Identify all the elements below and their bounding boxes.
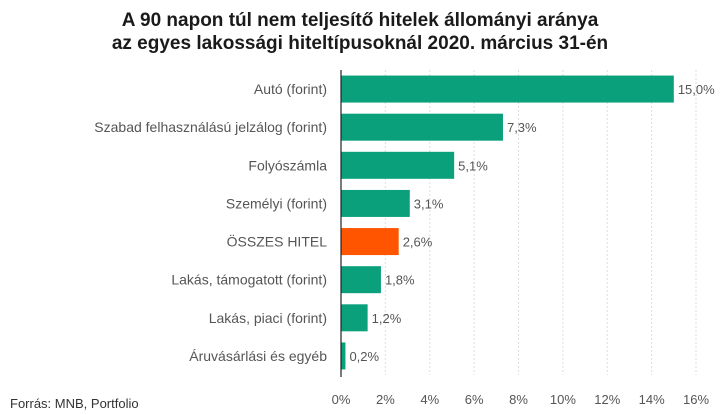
category-label: Lakás, piaci (forint): [209, 310, 327, 326]
x-tick-label: 14%: [639, 392, 665, 407]
data-label: 3,1%: [414, 196, 444, 211]
bar: [341, 304, 368, 332]
category-label: Autó (forint): [254, 81, 327, 97]
x-tick-label: 4%: [420, 392, 439, 407]
category-label: Szabad felhasználású jelzálog (forint): [94, 119, 327, 135]
bar: [341, 266, 381, 294]
chart-title-line1: A 90 napon túl nem teljesítő hitelek áll…: [121, 10, 599, 31]
data-label: 15,0%: [678, 82, 715, 97]
bar: [341, 75, 674, 103]
data-label: 2,6%: [403, 235, 433, 250]
bar: [341, 151, 455, 179]
data-label: 0,2%: [349, 349, 379, 364]
chart-title-line2: az egyes lakossági hiteltípusoknál 2020.…: [111, 33, 609, 54]
data-label: 1,8%: [385, 273, 415, 288]
x-tick-label: 8%: [509, 392, 528, 407]
data-label: 1,2%: [372, 311, 402, 326]
bar: [341, 189, 410, 217]
x-tick-label: 12%: [594, 392, 620, 407]
x-tick-label: 10%: [550, 392, 576, 407]
x-tick-label: 2%: [376, 392, 395, 407]
category-label: Áruvásárlási és egyéb: [189, 348, 327, 364]
category-label: ÖSSZES HITEL: [227, 233, 328, 250]
bar: [341, 228, 399, 256]
x-tick-label: 16%: [683, 392, 709, 407]
source-note: Forrás: MNB, Portfolio: [10, 396, 139, 411]
bar: [341, 113, 503, 141]
data-label: 5,1%: [458, 158, 488, 173]
category-label: Folyószámla: [248, 157, 327, 173]
category-label: Személyi (forint): [226, 195, 327, 211]
x-tick-label: 6%: [465, 392, 484, 407]
category-label: Lakás, támogatott (forint): [171, 272, 327, 288]
bar: [341, 342, 346, 370]
data-label: 7,3%: [507, 120, 537, 135]
x-tick-label: 0%: [332, 392, 351, 407]
